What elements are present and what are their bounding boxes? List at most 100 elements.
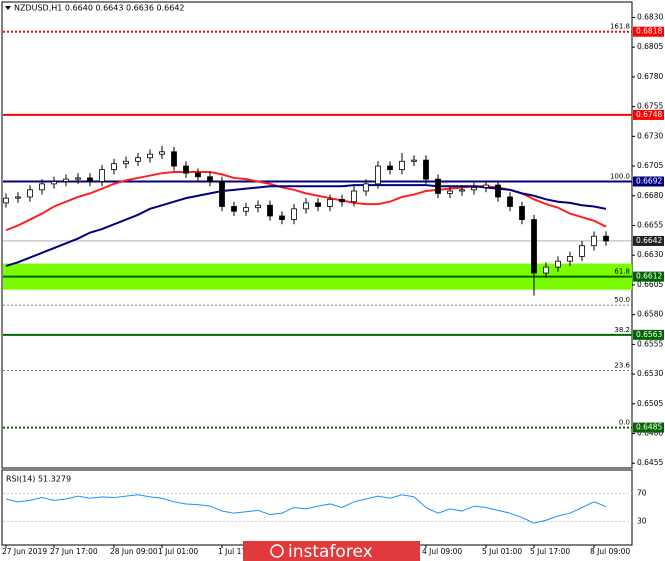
candle-body (279, 215, 285, 220)
x-tick-label: 27 Jun 2019 (2, 547, 47, 556)
y-tick-label: 0.6755 (637, 102, 663, 111)
fib-label: 23.6 (614, 362, 630, 370)
candle-body (171, 151, 177, 167)
price-panel (1, 1, 633, 469)
y-tick-label: 0.6555 (637, 339, 663, 348)
candle-body (591, 235, 597, 247)
candle-body (543, 266, 549, 274)
candle-body (459, 189, 465, 192)
candle-body (411, 159, 417, 162)
y-tick-label: 0.6505 (637, 399, 663, 408)
candle-body (435, 178, 441, 194)
y-tick-label: 0.6705 (637, 161, 663, 170)
y-tick-label: 0.6455 (637, 458, 663, 467)
candle-body (471, 187, 477, 191)
price-box (633, 329, 664, 340)
candle-body (219, 181, 225, 207)
y-tick-label: 0.6630 (637, 250, 663, 259)
y-tick-label: 0.6830 (637, 12, 663, 21)
price-box-label: 0.6748 (636, 110, 662, 119)
price-box-label: 0.6612 (636, 272, 662, 281)
price-box-label: 0.6692 (636, 177, 662, 186)
candle-body (231, 206, 237, 212)
candle-body (183, 165, 189, 174)
candle-body (255, 204, 261, 209)
fib-label: 61.8 (614, 268, 630, 276)
candle-body (507, 196, 513, 207)
candle-body (351, 190, 357, 203)
x-tick-label: 5 Jul 17:00 (530, 547, 570, 556)
candle-body (111, 163, 117, 171)
watermark-banner (243, 541, 420, 561)
y-tick-label: 0.6605 (637, 280, 663, 289)
rsi-tick-label: 70 (637, 488, 647, 497)
candle-body (375, 165, 381, 185)
candle-body (267, 204, 273, 217)
candle-body (315, 202, 321, 207)
price-box (633, 422, 664, 433)
candle-body (39, 183, 45, 191)
candle-body (303, 202, 309, 210)
candle-body (363, 183, 369, 192)
plot-layer: 161.8 100.0 61.8 50.0 38.2 23.6 0.0 0.6830 0.680… (2, 12, 664, 556)
y-tick-label: 0.6780 (637, 72, 663, 81)
candle-body (87, 177, 93, 182)
candle-body (27, 189, 33, 198)
y-tick-label: 0.6805 (637, 42, 663, 51)
candle-body (567, 255, 573, 262)
fib-label: 0.0 (619, 419, 630, 427)
candle-body (291, 208, 297, 220)
price-box-label: 0.6818 (636, 27, 662, 36)
x-tick-label: 8 Jul 09:00 (590, 547, 630, 556)
y-tick-label: 0.6655 (637, 220, 663, 229)
candle-body (495, 184, 501, 198)
watermark: instaforex (288, 542, 373, 561)
candle-body (423, 159, 429, 180)
candle-body (51, 181, 57, 185)
candle-body (3, 197, 9, 204)
price-box (633, 109, 664, 120)
watermark-icon (270, 544, 284, 558)
rsi-panel (1, 469, 633, 546)
candle-body (531, 219, 537, 274)
candle-body (399, 160, 405, 171)
y-tick-label: 0.6530 (637, 369, 663, 378)
candle-body (555, 260, 561, 268)
y-tick-label: 0.6480 (637, 429, 663, 438)
price-box-label: 0.6485 (636, 423, 662, 432)
price-box-label: 0.6642 (636, 236, 662, 245)
candle-body (519, 206, 525, 220)
candle-body (483, 184, 489, 188)
x-tick-label: 28 Jun 09:00 (110, 547, 158, 556)
x-tick-label: 1 Jul 17: (218, 547, 249, 556)
candle-body (159, 151, 165, 155)
price-box-label: 0.6563 (636, 330, 662, 339)
candle-body (135, 157, 141, 162)
x-tick-label: 1 Jul 01:00 (158, 547, 198, 556)
candle-body (327, 198, 333, 207)
candle-body (243, 207, 249, 212)
candle-body (75, 177, 81, 180)
x-tick-label: 4 Jul 09:00 (422, 547, 462, 556)
fib-label: 38.2 (614, 326, 630, 334)
fib-label: 100.0 (610, 173, 630, 181)
candle-body (207, 176, 213, 182)
rsi-title: RSI(14) 51.3279 (6, 475, 71, 484)
candle-body (447, 190, 453, 194)
candle-body (15, 196, 21, 199)
candle-body (63, 178, 69, 182)
candle-body (579, 245, 585, 257)
price-box (633, 235, 664, 246)
price-box (633, 271, 664, 282)
candle-body (99, 169, 105, 182)
fib-label: 161.8 (610, 23, 630, 31)
rsi-line (5, 494, 607, 524)
y-tick-label: 0.6730 (637, 131, 663, 140)
candle-body (147, 153, 153, 159)
candle-body (123, 160, 129, 165)
fib-label: 50.0 (614, 296, 630, 304)
menu-arrow (5, 6, 11, 10)
candle-body (339, 198, 345, 203)
